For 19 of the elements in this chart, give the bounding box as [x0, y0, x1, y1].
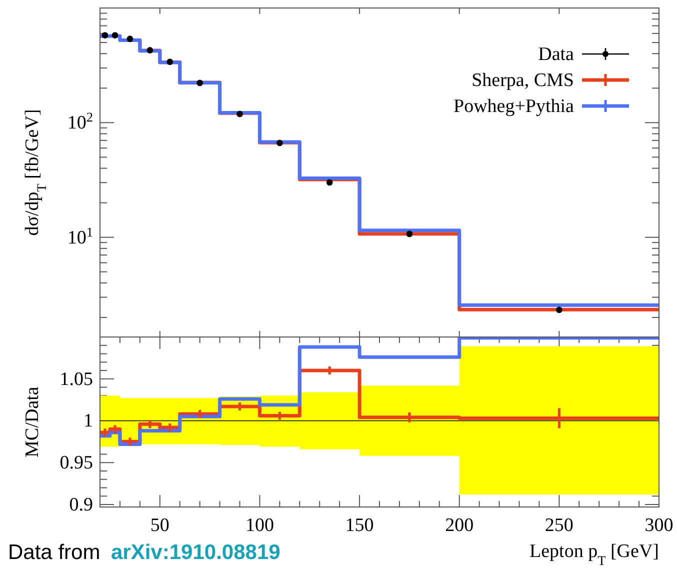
- x-tick-label: 200: [445, 515, 474, 536]
- y-tick-label: 10$^{2}$: [67, 109, 93, 134]
- x-tick-label: 250: [544, 515, 574, 536]
- x-axis-title: Lepton p$_{T}$ [GeV]: [530, 541, 659, 568]
- legend-label: Sherpa, CMS: [472, 70, 574, 91]
- x-tick-label: 100: [245, 515, 274, 536]
- x-tick-label: 50: [150, 515, 170, 536]
- legend-label: Data: [538, 44, 575, 65]
- y-tick-label: 1: [84, 410, 93, 432]
- y-tick-label: 0.95: [60, 452, 93, 474]
- y-tick-label: 10$^{1}$: [67, 224, 93, 248]
- legend-label: Powheg+Pythia: [454, 96, 575, 117]
- text: Data from: [8, 541, 100, 564]
- x-tick-label: 300: [644, 515, 674, 536]
- y-axis-title: MC/Data: [22, 386, 43, 458]
- y-tick-label: 1.05: [60, 368, 93, 390]
- text: arXiv:1910.08819: [111, 541, 280, 564]
- y-tick-label: 0.9: [69, 494, 93, 516]
- x-tick-label: 150: [345, 515, 374, 536]
